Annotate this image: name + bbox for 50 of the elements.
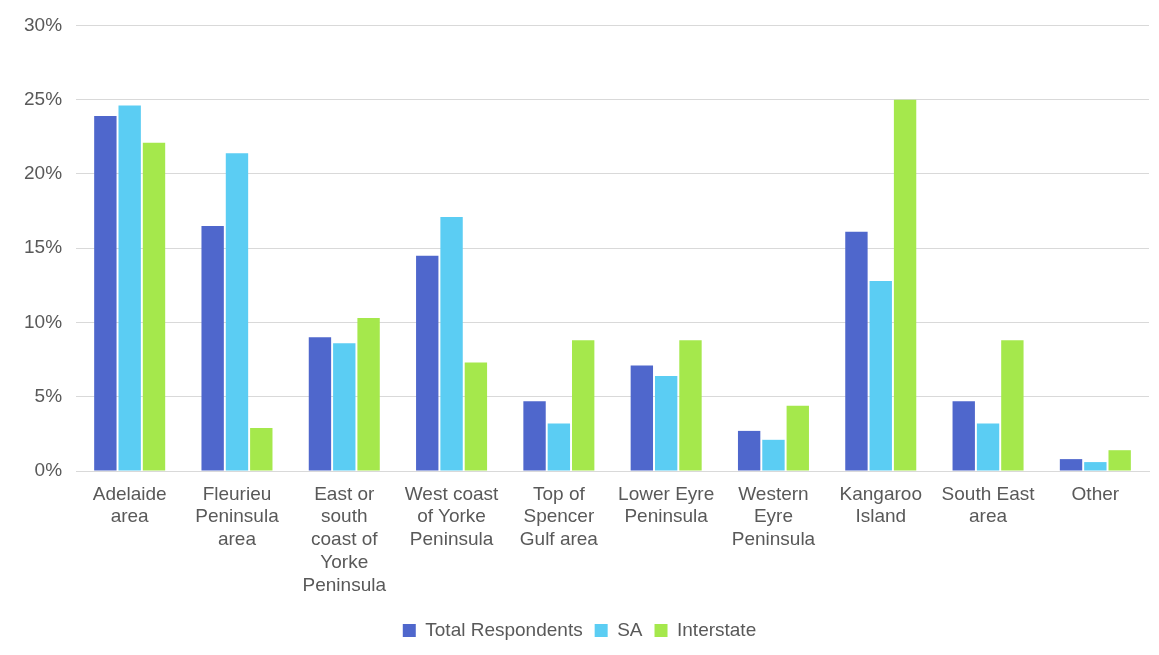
bar	[142, 142, 166, 471]
bar	[952, 401, 975, 471]
bar	[679, 340, 702, 471]
bar	[654, 375, 678, 471]
y-tick-label: 15%	[24, 236, 63, 258]
bar	[201, 225, 224, 471]
legend-label: Interstate	[677, 618, 757, 640]
bar	[976, 423, 1000, 471]
bar	[869, 280, 892, 471]
bar	[440, 217, 463, 471]
x-tick-label: Kangaroo Island	[839, 482, 922, 527]
bar	[893, 99, 917, 471]
bar	[1059, 459, 1083, 471]
x-tick-label: West coast of Yorke Peninsula	[404, 482, 500, 550]
bar	[357, 318, 380, 471]
bar	[572, 340, 595, 471]
bar	[118, 105, 141, 471]
y-tick-label: 0%	[34, 459, 63, 481]
bar	[225, 153, 249, 471]
x-tick-label: Western Eyre Peninsula	[731, 482, 816, 550]
y-tick-label: 10%	[24, 310, 63, 332]
bar	[845, 231, 868, 471]
y-tick-label: 5%	[34, 384, 63, 406]
x-tick-label: Top of Spencer Gulf area	[519, 482, 599, 550]
x-tick-label: South East area	[941, 482, 1036, 527]
bar	[786, 405, 809, 471]
y-tick-label: 30%	[24, 13, 63, 35]
x-tick-label: Other	[1071, 482, 1120, 504]
bar	[416, 255, 439, 471]
bar	[737, 430, 761, 471]
y-tick-label: 25%	[24, 87, 63, 109]
bar	[94, 116, 117, 471]
y-tick-label: 20%	[24, 162, 63, 184]
bar	[1108, 450, 1131, 471]
x-tick-label: Lower Eyre Peninsula	[618, 482, 715, 527]
bar	[630, 365, 654, 471]
bar	[547, 423, 571, 471]
bar	[308, 337, 332, 471]
bar	[250, 427, 273, 471]
bar	[464, 362, 488, 471]
bar	[1001, 340, 1024, 471]
bar	[1084, 462, 1107, 471]
legend-label: Total Respondents	[425, 618, 583, 640]
x-tick-label: Fleurieu Peninsula area	[195, 482, 280, 550]
legend-label: SA	[617, 618, 643, 640]
bar	[523, 401, 546, 471]
x-tick-label: Adelaide area	[92, 482, 167, 527]
x-tick-label: East or south coast of Yorke Peninsula	[302, 482, 387, 595]
bar	[762, 439, 785, 471]
bar	[333, 343, 356, 471]
